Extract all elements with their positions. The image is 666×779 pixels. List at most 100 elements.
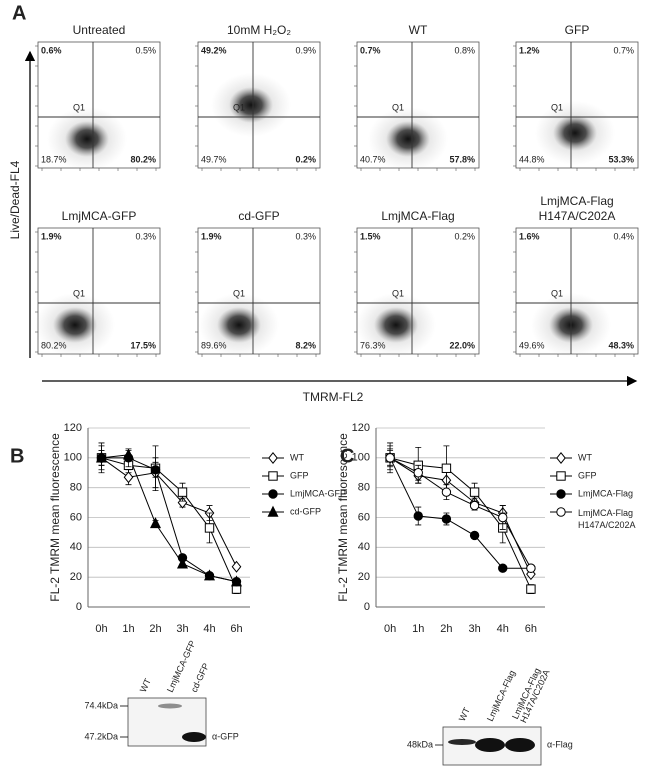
y-axis-label: Live/Dead-FL4 [8, 160, 22, 239]
y-tick-label: 60 [70, 511, 82, 523]
point [203, 569, 216, 581]
x-tick-label: 1h [412, 623, 424, 635]
quadrant-pct: 1.2% [519, 45, 540, 55]
x-tick-label: 4h [497, 623, 509, 635]
quadrant-pct: 89.6% [201, 340, 227, 350]
gate-label: Q1 [551, 288, 563, 298]
x-tick-label: 3h [468, 623, 480, 635]
legend-marker [267, 505, 279, 517]
quadrant-pct: 0.7% [360, 45, 381, 55]
plot-title: LmjMCA-Flag H147A/C202A [539, 194, 616, 223]
cell-cluster [229, 87, 273, 123]
quadrant-pct: 22.0% [449, 340, 475, 350]
point [204, 523, 215, 533]
point [526, 563, 536, 573]
point [526, 584, 536, 594]
x-tick-label: 6h [230, 623, 242, 635]
x-axis-label: TMRM-FL2 [303, 390, 364, 404]
point [413, 468, 423, 478]
point [177, 487, 188, 497]
point [122, 448, 135, 460]
panel-label: C [340, 445, 354, 467]
y-tick-label: 0 [76, 601, 82, 613]
series-line [101, 457, 237, 567]
quadrant-pct: 0.2% [295, 154, 316, 164]
quadrant-pct: 0.2% [454, 231, 475, 241]
size-marker: 48kDa [407, 739, 433, 749]
series-line [389, 457, 532, 575]
series-line [389, 457, 532, 569]
legend-label: LmjMCA-GFP [290, 488, 346, 498]
point [498, 512, 508, 523]
antibody-label: α-Flag [547, 739, 573, 749]
x-tick-label: 0h [95, 623, 107, 635]
series-line [101, 454, 237, 583]
gate-label: Q1 [73, 102, 85, 112]
y-axis-label: FL-2 TMRM mean fluorescence [336, 433, 350, 602]
quadrant-pct: 80.2% [130, 154, 156, 164]
y-tick-label: 120 [64, 422, 82, 434]
point [231, 560, 242, 573]
point [469, 487, 480, 497]
quadrant-pct: 18.7% [41, 154, 67, 164]
series-line [101, 457, 237, 590]
legend-marker [556, 507, 566, 517]
y-tick-label: 120 [352, 422, 370, 434]
x-tick-label: 2h [149, 623, 161, 635]
x-tick-label: 0h [384, 623, 396, 635]
y-tick-label: 100 [352, 452, 370, 464]
quadrant-pct: 76.3% [360, 340, 386, 350]
plot-title: cd-GFP [238, 209, 279, 223]
x-tick-label: 1h [122, 623, 134, 635]
legend-marker [268, 471, 278, 481]
x-tick-label: 4h [203, 623, 215, 635]
point [469, 530, 480, 541]
gate-label: Q1 [233, 102, 245, 112]
panel-label: A [12, 2, 26, 24]
quadrant-pct: 0.3% [295, 231, 316, 241]
point [469, 500, 480, 511]
point [123, 471, 134, 484]
antibody-label: α-GFP [212, 731, 239, 741]
blot-band [505, 738, 535, 752]
point [498, 563, 508, 573]
quadrant-pct: 80.2% [41, 340, 67, 350]
plot-title: LmjMCA-Flag [381, 209, 454, 223]
point [441, 514, 452, 524]
quadrant-pct: 1.6% [519, 231, 540, 241]
y-tick-label: 100 [64, 452, 82, 464]
legend-label: LmjMCA-Flag H147A/C202A [578, 508, 636, 530]
series-line [389, 457, 532, 590]
x-tick-label: 2h [440, 623, 452, 635]
legend-label: GFP [290, 470, 309, 480]
legend-label: GFP [578, 470, 597, 480]
cell-cluster [217, 307, 261, 343]
legend-label: LmjMCA-Flag [578, 488, 633, 498]
cell-cluster [53, 307, 97, 343]
legend-marker [268, 489, 278, 499]
y-tick-label: 80 [70, 482, 82, 494]
gate-label: Q1 [551, 102, 563, 112]
y-tick-label: 40 [358, 541, 370, 553]
legend-marker [268, 452, 278, 464]
gate-label: Q1 [392, 288, 404, 298]
plot-title: WT [409, 23, 428, 37]
quadrant-pct: 1.5% [360, 231, 381, 241]
y-tick-label: 80 [358, 482, 370, 494]
y-axis-label: FL-2 TMRM mean fluorescence [48, 433, 62, 602]
point [230, 575, 243, 587]
cell-cluster [374, 307, 418, 343]
x-tick-label: 3h [176, 623, 188, 635]
quadrant-pct: 1.9% [41, 231, 62, 241]
cell-cluster [553, 115, 597, 151]
plot-title: Untreated [73, 23, 126, 37]
legend-marker [556, 452, 566, 464]
quadrant-pct: 49.6% [519, 340, 545, 350]
plot-title: 10mM H₂O₂ [227, 23, 291, 37]
legend-label: cd-GFP [290, 506, 321, 516]
quadrant-pct: 0.5% [135, 45, 156, 55]
lane-label: cd-GFP [189, 662, 211, 694]
gate-label: Q1 [233, 288, 245, 298]
point [441, 487, 452, 497]
